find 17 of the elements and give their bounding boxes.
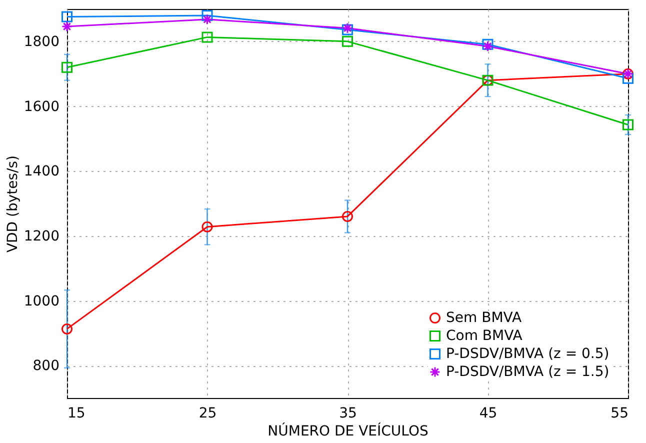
legend-label: P-DSDV/BMVA (z = 1.5) <box>446 364 610 380</box>
y-tick-label: 1800 <box>24 34 60 50</box>
y-tick-label: 800 <box>32 358 60 374</box>
x-tick-label: 35 <box>339 406 357 422</box>
legend-label: Sem BMVA <box>446 310 522 326</box>
legend-label: P-DSDV/BMVA (z = 0.5) <box>446 346 610 362</box>
x-axis-title: NÚMERO DE VEÍCULOS <box>268 422 428 440</box>
x-tick-label: 25 <box>198 406 217 422</box>
x-tick-label: 55 <box>610 406 628 422</box>
y-tick-label: 1000 <box>24 293 60 310</box>
y-tick-label: 1600 <box>24 98 60 115</box>
y-tick-label: 1400 <box>24 164 60 180</box>
y-tick-label: 1200 <box>24 228 60 244</box>
x-tick-label: 15 <box>68 406 86 422</box>
y-axis-title: VDD (bytes/s) <box>4 155 21 253</box>
legend-label: Com BMVA <box>446 328 523 344</box>
x-tick-label: 45 <box>479 406 498 422</box>
